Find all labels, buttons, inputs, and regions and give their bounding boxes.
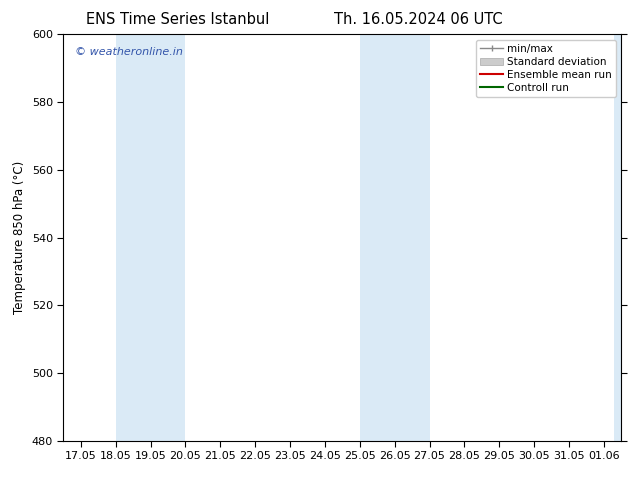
Bar <box>359 34 429 441</box>
Text: Th. 16.05.2024 06 UTC: Th. 16.05.2024 06 UTC <box>334 12 503 27</box>
Text: © weatheronline.in: © weatheronline.in <box>75 47 183 56</box>
Legend: min/max, Standard deviation, Ensemble mean run, Controll run: min/max, Standard deviation, Ensemble me… <box>476 40 616 97</box>
Bar <box>116 34 185 441</box>
Text: ENS Time Series Istanbul: ENS Time Series Istanbul <box>86 12 269 27</box>
Bar <box>614 34 623 441</box>
Y-axis label: Temperature 850 hPa (°C): Temperature 850 hPa (°C) <box>13 161 26 314</box>
